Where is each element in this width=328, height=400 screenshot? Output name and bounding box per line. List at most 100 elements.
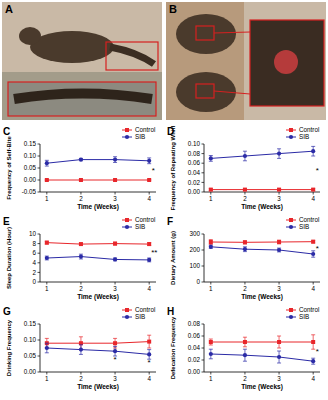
y-tick-label: -0.05: [22, 188, 37, 195]
legend-marker: [289, 225, 293, 229]
error-bar: [311, 335, 315, 349]
y-tick-label: 0.04: [188, 169, 201, 176]
marker: [243, 188, 247, 192]
series-line: [211, 189, 313, 190]
connector: [214, 32, 250, 33]
marker: [209, 352, 213, 356]
series-line: [211, 241, 313, 243]
y-tick-label: 0: [32, 278, 36, 285]
legend-marker: [125, 225, 129, 229]
y-tick: [202, 172, 205, 173]
legend-label: SIB: [299, 133, 309, 140]
marker: [79, 178, 83, 182]
x-tick-label: 3: [113, 195, 117, 202]
series-line: [47, 257, 149, 260]
series-line: [47, 342, 149, 344]
significance-annotation: **: [151, 248, 157, 257]
marker: [113, 341, 117, 345]
error-bar: [277, 248, 281, 252]
y-tick-label: 0.10: [188, 140, 201, 147]
panel-label: H: [167, 306, 174, 317]
y-axis-title: Sleep Duration (Hour): [6, 227, 12, 289]
x-axis: [204, 372, 320, 373]
highlight-box: [196, 84, 214, 98]
y-tick-label: 2: [32, 269, 36, 276]
error-bar: [311, 251, 315, 257]
y-axis-title: Defecation Frequency: [170, 316, 176, 379]
marker: [79, 348, 83, 352]
series-line: [47, 243, 149, 244]
legend: ControlSIB: [286, 126, 319, 140]
y-tick-label: 0.00: [188, 188, 201, 195]
x-tick-label: 4: [311, 285, 315, 292]
marker: [209, 188, 213, 192]
marker: [311, 240, 315, 244]
error-bar: [277, 149, 281, 159]
legend-label: Control: [299, 216, 319, 223]
y-tick-label: 0: [196, 278, 200, 285]
y-tick-label: 10: [29, 230, 37, 237]
y-tick-label: 200: [189, 246, 200, 253]
legend: ControlSIB: [286, 306, 319, 320]
series-line: [47, 180, 149, 181]
y-tick-label: 0.10: [24, 336, 37, 343]
x-tick-label: 2: [79, 195, 83, 202]
marker: [45, 178, 49, 182]
marker: [311, 149, 315, 153]
legend: ControlSIB: [122, 216, 155, 230]
y-tick: [38, 144, 41, 145]
y-tick-label: 0.02: [188, 179, 201, 186]
error-bar: [311, 240, 315, 243]
animal-body: [30, 31, 114, 63]
x-tick-label: 4: [311, 375, 315, 382]
y-tick: [202, 348, 205, 349]
marker: [243, 154, 247, 158]
animal-tail: [110, 47, 154, 64]
y-tick-label: 4: [32, 259, 36, 266]
panel-label: A: [5, 3, 13, 15]
x-tick-label: 2: [243, 375, 247, 382]
legend-label: Control: [135, 126, 155, 133]
significance-annotation: *: [113, 355, 116, 364]
zoom-inset: [8, 82, 156, 116]
significance-annotation: *: [316, 244, 319, 253]
x-tick-label: 3: [277, 375, 281, 382]
y-tick: [38, 324, 41, 325]
y-axis-title: Dietary Amount (g): [170, 231, 176, 285]
y-tick-label: 0.00: [24, 176, 37, 183]
x-tick-label: 2: [79, 285, 83, 292]
x-tick-label: 1: [45, 195, 49, 202]
y-tick: [38, 340, 41, 341]
y-tick-label: 0.00: [24, 368, 37, 375]
x-axis-title: Time (Weeks): [241, 203, 283, 211]
error-bar: [209, 156, 213, 162]
error-bar: [311, 146, 315, 156]
error-bar: [277, 336, 281, 348]
x-tick-label: 1: [209, 375, 213, 382]
error-bar: [243, 247, 247, 252]
x-axis: [204, 192, 320, 193]
y-tick: [38, 168, 41, 169]
x-tick-label: 1: [209, 195, 213, 202]
error-bar: [113, 258, 117, 261]
y-tick: [38, 282, 41, 283]
y-tick: [202, 182, 205, 183]
marker: [209, 340, 213, 344]
highlight-box: [106, 42, 158, 70]
error-bar: [209, 240, 213, 245]
marker: [147, 340, 151, 344]
photo-panel: B: [166, 2, 326, 120]
chart-panel: G0.000.050.100.151234Time (Weeks)Drinkin…: [3, 306, 156, 391]
error-bar: [113, 157, 117, 163]
y-tick: [202, 266, 205, 267]
y-axis: [204, 144, 205, 192]
error-bar: [45, 160, 49, 166]
legend-label: SIB: [135, 223, 145, 230]
panel-label: G: [3, 306, 11, 317]
y-tick: [202, 163, 205, 164]
y-tick: [38, 272, 41, 273]
y-tick: [38, 234, 41, 235]
wound-zoom: [274, 50, 298, 74]
chart-panel: E02468101234Time (Weeks)Sleep Duration (…: [3, 216, 157, 301]
x-axis: [204, 282, 320, 283]
